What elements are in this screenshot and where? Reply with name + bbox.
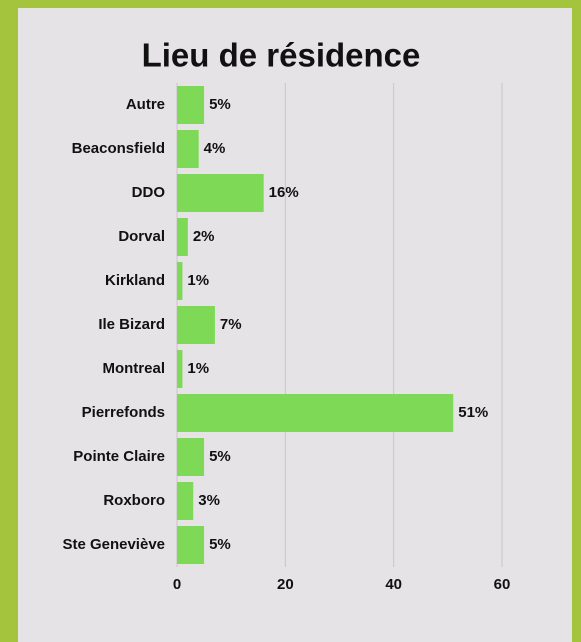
value-label: 5%: [209, 96, 231, 113]
bar: [177, 306, 215, 344]
chart-title: Lieu de résidence: [142, 37, 421, 74]
bar: [177, 86, 205, 124]
y-tick-label: Pierrefonds: [82, 404, 165, 421]
bar: [177, 482, 194, 520]
y-tick-label: Dorval: [118, 228, 165, 245]
bar: [177, 130, 199, 168]
bar: [177, 174, 264, 212]
value-label: 5%: [209, 448, 231, 465]
x-tick-label: 40: [385, 576, 402, 593]
value-label: 7%: [220, 316, 242, 333]
value-label: 5%: [209, 536, 231, 553]
value-label: 2%: [193, 228, 215, 245]
y-tick-label: Montreal: [102, 360, 165, 377]
y-tick-label: Kirkland: [105, 272, 165, 289]
bar: [177, 262, 183, 300]
y-tick-label: Beaconsfield: [72, 140, 165, 157]
panel: [18, 8, 572, 642]
y-tick-label: Ile Bizard: [98, 316, 165, 333]
bar: [177, 218, 188, 256]
bar: [177, 526, 205, 564]
value-label: 16%: [269, 184, 299, 201]
x-tick-label: 0: [173, 576, 181, 593]
y-tick-label: DDO: [132, 184, 166, 201]
bar: [177, 350, 183, 388]
value-label: 1%: [187, 360, 209, 377]
y-tick-label: Autre: [126, 96, 165, 113]
x-tick-label: 20: [277, 576, 294, 593]
bar: [177, 438, 205, 476]
value-label: 51%: [458, 404, 488, 421]
y-tick-label: Roxboro: [103, 492, 165, 509]
y-tick-label: Pointe Claire: [73, 448, 165, 465]
y-tick-label: Ste Geneviève: [62, 536, 165, 553]
value-label: 4%: [204, 140, 226, 157]
x-tick-label: 60: [494, 576, 511, 593]
value-label: 3%: [198, 492, 220, 509]
value-label: 1%: [187, 272, 209, 289]
bar: [177, 394, 454, 432]
